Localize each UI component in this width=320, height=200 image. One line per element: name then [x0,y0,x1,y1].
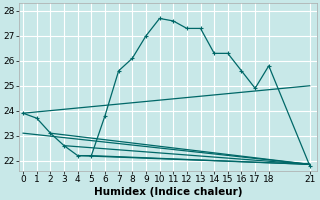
X-axis label: Humidex (Indice chaleur): Humidex (Indice chaleur) [93,187,242,197]
